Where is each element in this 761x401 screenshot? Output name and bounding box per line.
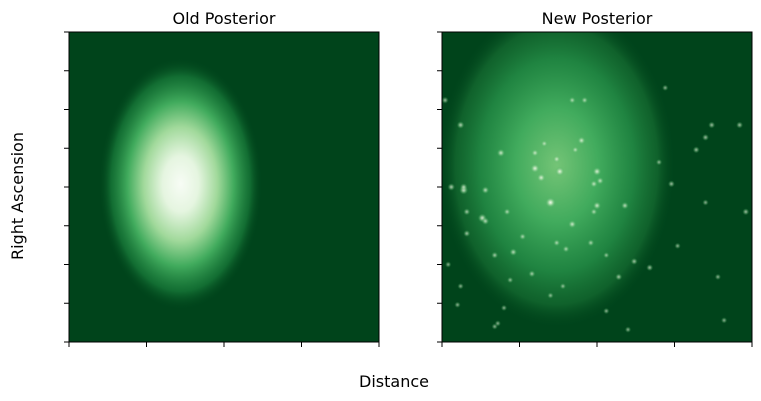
hotspot-point	[509, 248, 518, 256]
hotspot-point	[507, 276, 514, 284]
hotspot-point	[702, 133, 709, 141]
hotspot-point	[459, 183, 468, 191]
hotspot-point	[692, 146, 700, 154]
hotspot-point	[454, 301, 461, 308]
hotspot-point	[615, 273, 623, 281]
hotspot-point	[457, 283, 464, 290]
posterior-blob	[442, 32, 676, 329]
hotspot-point	[590, 180, 598, 188]
hotspot-point	[720, 317, 728, 324]
hotspot-point	[559, 283, 567, 290]
hotspot-point	[674, 242, 681, 250]
x-axis-label: Distance	[359, 372, 429, 391]
hotspot-point	[568, 220, 577, 229]
hotspot-point	[456, 121, 465, 129]
hotspot-point	[481, 186, 490, 194]
hotspot-point	[621, 201, 629, 210]
hotspot-point	[463, 230, 471, 237]
hotspot-point	[519, 233, 527, 241]
hotspot-point	[587, 239, 595, 247]
hotspot-point	[592, 201, 602, 210]
hotspot-point	[577, 136, 586, 145]
hotspot-point	[568, 96, 576, 104]
posterior-blob	[98, 57, 263, 311]
hotspot-point	[667, 180, 675, 188]
hotspot-point	[590, 208, 598, 216]
hotspot-point	[603, 307, 610, 315]
panel-old-posterior: Old Posterior	[64, 9, 380, 347]
hotspot-point	[547, 292, 554, 299]
hotspot-point	[655, 159, 663, 166]
hotspot-point	[491, 251, 499, 259]
hotspot-point	[646, 264, 654, 272]
hotspot-point	[445, 261, 452, 268]
hotspot-point	[540, 140, 548, 148]
panel-new-posterior: New Posterior	[437, 9, 753, 347]
hotspot-point	[742, 208, 750, 216]
hotspot-point	[536, 173, 546, 183]
hotspot-point	[496, 148, 506, 158]
chart-title: New Posterior	[542, 9, 653, 28]
hotspot-point	[708, 121, 716, 129]
hotspot-point	[630, 257, 638, 265]
hotspot-point	[552, 155, 561, 163]
hotspot-point	[592, 167, 602, 176]
heatmap-old-posterior	[69, 32, 379, 342]
hotspot-point	[736, 121, 744, 129]
hotspot-point	[503, 208, 511, 216]
hotspot-point	[481, 217, 490, 225]
hotspot-point	[500, 304, 508, 312]
hotspot-point	[531, 149, 539, 157]
hotspot-point	[714, 273, 722, 281]
hotspot-point	[442, 96, 449, 104]
hotspot-point	[545, 197, 556, 208]
heatmap-new-posterior	[442, 32, 752, 342]
hotspot-point	[494, 320, 501, 327]
axis-ticks	[64, 31, 380, 347]
hotspot-point	[530, 163, 540, 174]
hotspot-point	[571, 146, 579, 154]
hotspot-point	[562, 245, 570, 253]
axis-ticks	[437, 31, 753, 347]
hotspot-point	[463, 208, 471, 216]
hotspot-point	[528, 270, 536, 278]
hotspot-point	[555, 166, 565, 177]
hotspot-point	[702, 199, 709, 206]
hotspot-point	[553, 239, 561, 247]
hotspot-point	[624, 326, 632, 333]
hotspot-point	[603, 252, 610, 259]
hotspot-point	[447, 183, 456, 191]
hotspot-point	[662, 84, 669, 91]
hotspot-point	[581, 96, 589, 104]
chart-title: Old Posterior	[173, 9, 276, 28]
y-axis-label: Right Ascension	[8, 132, 27, 260]
hotspot-point	[596, 177, 604, 185]
